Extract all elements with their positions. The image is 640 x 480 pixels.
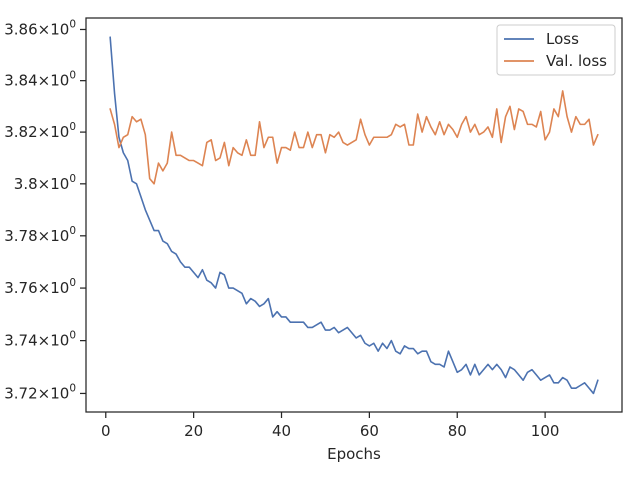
y-tick-label: 3.76×100	[4, 277, 76, 297]
y-tick-label: 3.72×100	[4, 382, 76, 402]
y-tick-label: 3.78×100	[4, 225, 76, 245]
x-axis-ticks: 0 20 40 60 80 100	[101, 412, 559, 440]
y-axis-ticks: 3.72×100 3.74×100 3.76×100 3.78×100 3.8×100 3…	[4, 18, 86, 402]
series-layer	[109, 36, 599, 395]
y-tick-label: 3.86×100	[4, 18, 76, 38]
series-line-loss	[109, 36, 599, 395]
x-tick-label: 80	[448, 422, 467, 440]
plot-frame	[85, 17, 623, 413]
legend-box	[496, 24, 616, 76]
x-tick-label: 40	[272, 422, 291, 440]
y-tick-label: 3.84×100	[4, 70, 76, 90]
x-tick-label: 100	[531, 422, 560, 440]
legend: Loss Val. loss	[496, 24, 616, 76]
series-line-val-loss	[109, 90, 599, 185]
x-axis-label: Epochs	[327, 445, 381, 463]
x-tick-label: 20	[184, 422, 203, 440]
y-tick-label: 3.74×100	[4, 330, 76, 350]
y-tick-label: 3.82×100	[4, 121, 76, 141]
legend-label-val-loss: Val. loss	[546, 52, 607, 70]
y-tick-label: 3.8×100	[14, 173, 76, 193]
legend-label-loss: Loss	[546, 30, 579, 48]
x-tick-label: 60	[360, 422, 379, 440]
x-tick-label: 0	[101, 422, 111, 440]
